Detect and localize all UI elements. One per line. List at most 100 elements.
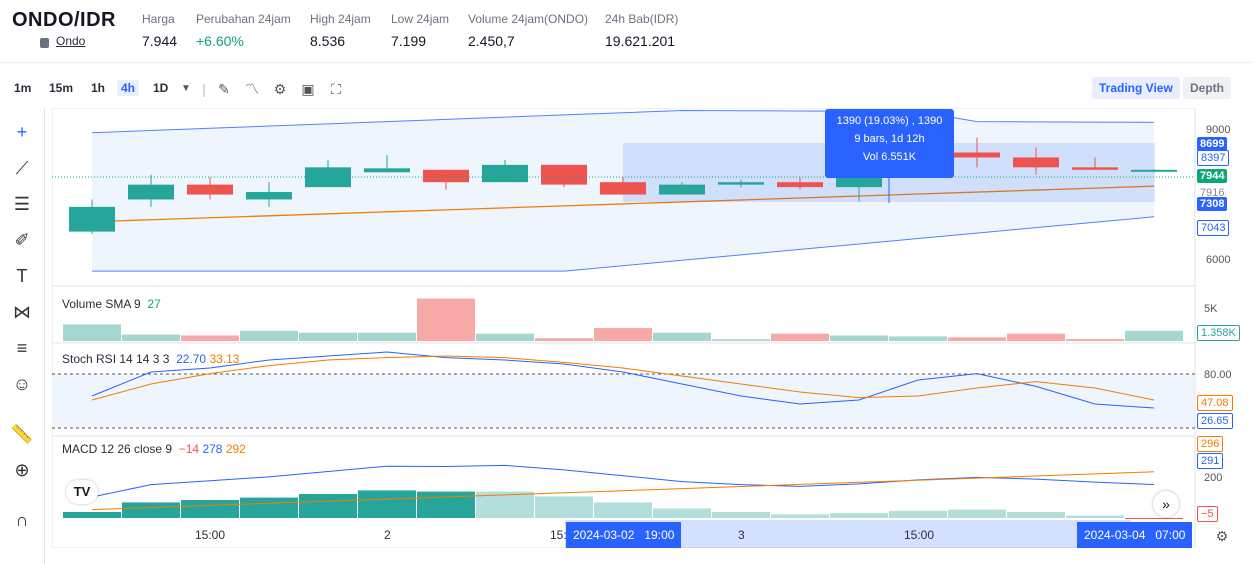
text-icon[interactable]: T [16, 266, 28, 286]
stat-label-price: Harga [142, 12, 175, 26]
macd-hist-bar [653, 508, 711, 518]
volume-bar [122, 334, 180, 341]
candle-body [777, 182, 823, 188]
volume-bar [240, 330, 298, 341]
candle-body [541, 164, 587, 185]
candle-body [246, 192, 292, 200]
candle-body [659, 184, 705, 195]
macd-label-hist: −5 [1197, 506, 1218, 522]
price-label-bb-upper: 8397 [1197, 150, 1230, 166]
macd-hist-bar [948, 509, 1006, 518]
volume-bar [1066, 339, 1124, 341]
emoji-icon[interactable]: ☺ [12, 374, 32, 394]
market-header: ONDO/IDR Ondo Harga 7.944 Perubahan 24ja… [0, 0, 1253, 63]
macd-hist-bar [122, 502, 180, 518]
indicators-icon[interactable]: 〽 [245, 81, 259, 97]
tooltip-line-3: Vol 6.551K [862, 151, 917, 163]
measure-tooltip: 1390 (19.03%) , 1390 9 bars, 1d 12h Vol … [825, 109, 954, 178]
macd-legend: MACD 12 26 close 9 −14 278 292 [62, 442, 246, 456]
stat-value-volume: 2.450,7 [468, 33, 515, 49]
ruler-icon[interactable]: 📏 [10, 424, 34, 444]
stoch-label-k: 26.65 [1197, 413, 1233, 429]
trend-line-icon[interactable]: ⟋ [15, 158, 29, 178]
magnet-icon[interactable]: ∩ [15, 510, 29, 530]
candle-body [954, 152, 1000, 158]
candle-body [187, 184, 233, 195]
candle-body [600, 182, 646, 195]
tab-trading-view[interactable]: Trading View [1092, 77, 1180, 99]
chevron-down-icon[interactable]: ▼ [181, 83, 191, 94]
crosshair-icon[interactable]: + [16, 122, 28, 142]
volume-bar [417, 298, 475, 341]
volume-title: Volume SMA 9 [62, 297, 141, 311]
drawing-toolbar: + ⟋ ☰ ✐ T ⋈ ≡ ☺ 📏 ⊕ ∩ [0, 108, 45, 564]
candle-body [69, 206, 115, 232]
timeframe-1m[interactable]: 1m [14, 81, 32, 95]
volume-bar [63, 324, 121, 341]
stat-value-low: 7.199 [391, 33, 427, 49]
range-start-label: 2024-03-02 19:00 [566, 522, 682, 548]
timeframe-15m[interactable]: 15m [49, 81, 74, 95]
fullscreen-icon[interactable]: ⛶ [331, 81, 341, 97]
candle-body [128, 184, 174, 200]
price-tick-9000: 9000 [1206, 124, 1231, 136]
macd-hist-bar [299, 494, 357, 518]
timeframe-1h[interactable]: 1h [91, 81, 106, 95]
stoch-legend: Stoch RSI 14 14 3 3 22.70 33.13 [62, 352, 239, 366]
timeframe-4h[interactable]: 4h [117, 80, 140, 96]
stat-label-volume: Volume 24jam(ONDO) [468, 12, 589, 26]
timeframe-1d[interactable]: 1D [153, 81, 169, 95]
settings-gear-icon[interactable]: ⚙ [1215, 528, 1229, 544]
chart-toolbar [0, 70, 1253, 106]
tradingview-logo: TV [66, 480, 98, 504]
volume-bar [181, 335, 239, 341]
macd-hist: −14 [178, 442, 200, 456]
macd-hist-bar [417, 491, 475, 518]
zoom-icon[interactable]: ⊕ [14, 460, 30, 480]
tab-depth[interactable]: Depth [1183, 77, 1231, 99]
stoch-label-d: 47.08 [1197, 395, 1233, 411]
macd-hist-bar [771, 514, 829, 518]
stat-label-idr-volume: 24h Bab(IDR) [605, 12, 679, 26]
save-icon[interactable]: ▣ [301, 81, 315, 97]
macd-value: 278 [202, 442, 223, 456]
asset-link[interactable]: Ondo [56, 34, 86, 48]
book-icon [40, 38, 49, 48]
volume-bar [830, 335, 888, 341]
candle-body [423, 169, 469, 183]
volume-legend: Volume SMA 9 27 [62, 297, 161, 311]
volume-bar [476, 333, 534, 341]
brush-icon[interactable]: ✐ [14, 230, 30, 250]
fib-icon[interactable]: ≡ [16, 338, 28, 358]
price-label-mid: 7916 [1200, 187, 1225, 199]
tooltip-line-1: 1390 (19.03%) , 1390 [836, 115, 943, 127]
scroll-to-realtime-button[interactable]: » [1153, 491, 1179, 517]
candle-body [482, 164, 528, 183]
x-label-4: 15:00 [904, 528, 935, 542]
candle-body [1131, 169, 1177, 172]
pencil-icon[interactable]: ✎ [218, 81, 230, 97]
pair-title: ONDO/IDR [12, 9, 116, 31]
volume-bar [594, 328, 652, 341]
price-label-bb-lower: 7043 [1197, 220, 1230, 236]
stat-value-price: 7.944 [142, 33, 178, 49]
macd-hist-bar [1066, 515, 1124, 518]
price-label-last: 7944 [1197, 169, 1228, 183]
pattern-icon[interactable]: ⋈ [13, 302, 31, 322]
macd-hist-bar [63, 512, 121, 518]
macd-title: MACD 12 26 close 9 [62, 442, 173, 456]
volume-bar [535, 338, 593, 341]
gear-icon[interactable]: ⚙ [273, 81, 287, 97]
candle-body [1013, 157, 1059, 168]
macd-hist-bar [181, 500, 239, 518]
x-label-0: 15:00 [195, 528, 226, 542]
price-label-high: 8699 [1197, 137, 1228, 151]
horizontal-lines-icon[interactable]: ☰ [13, 194, 31, 214]
stat-value-change: +6.60% [196, 33, 244, 49]
macd-hist-bar [1125, 518, 1183, 519]
volume-bar [358, 332, 416, 341]
volume-bar [889, 336, 947, 341]
macd-hist-bar [240, 497, 298, 518]
price-chart[interactable] [52, 108, 1253, 548]
stat-value-idr-volume: 19.621.201 [605, 33, 676, 49]
